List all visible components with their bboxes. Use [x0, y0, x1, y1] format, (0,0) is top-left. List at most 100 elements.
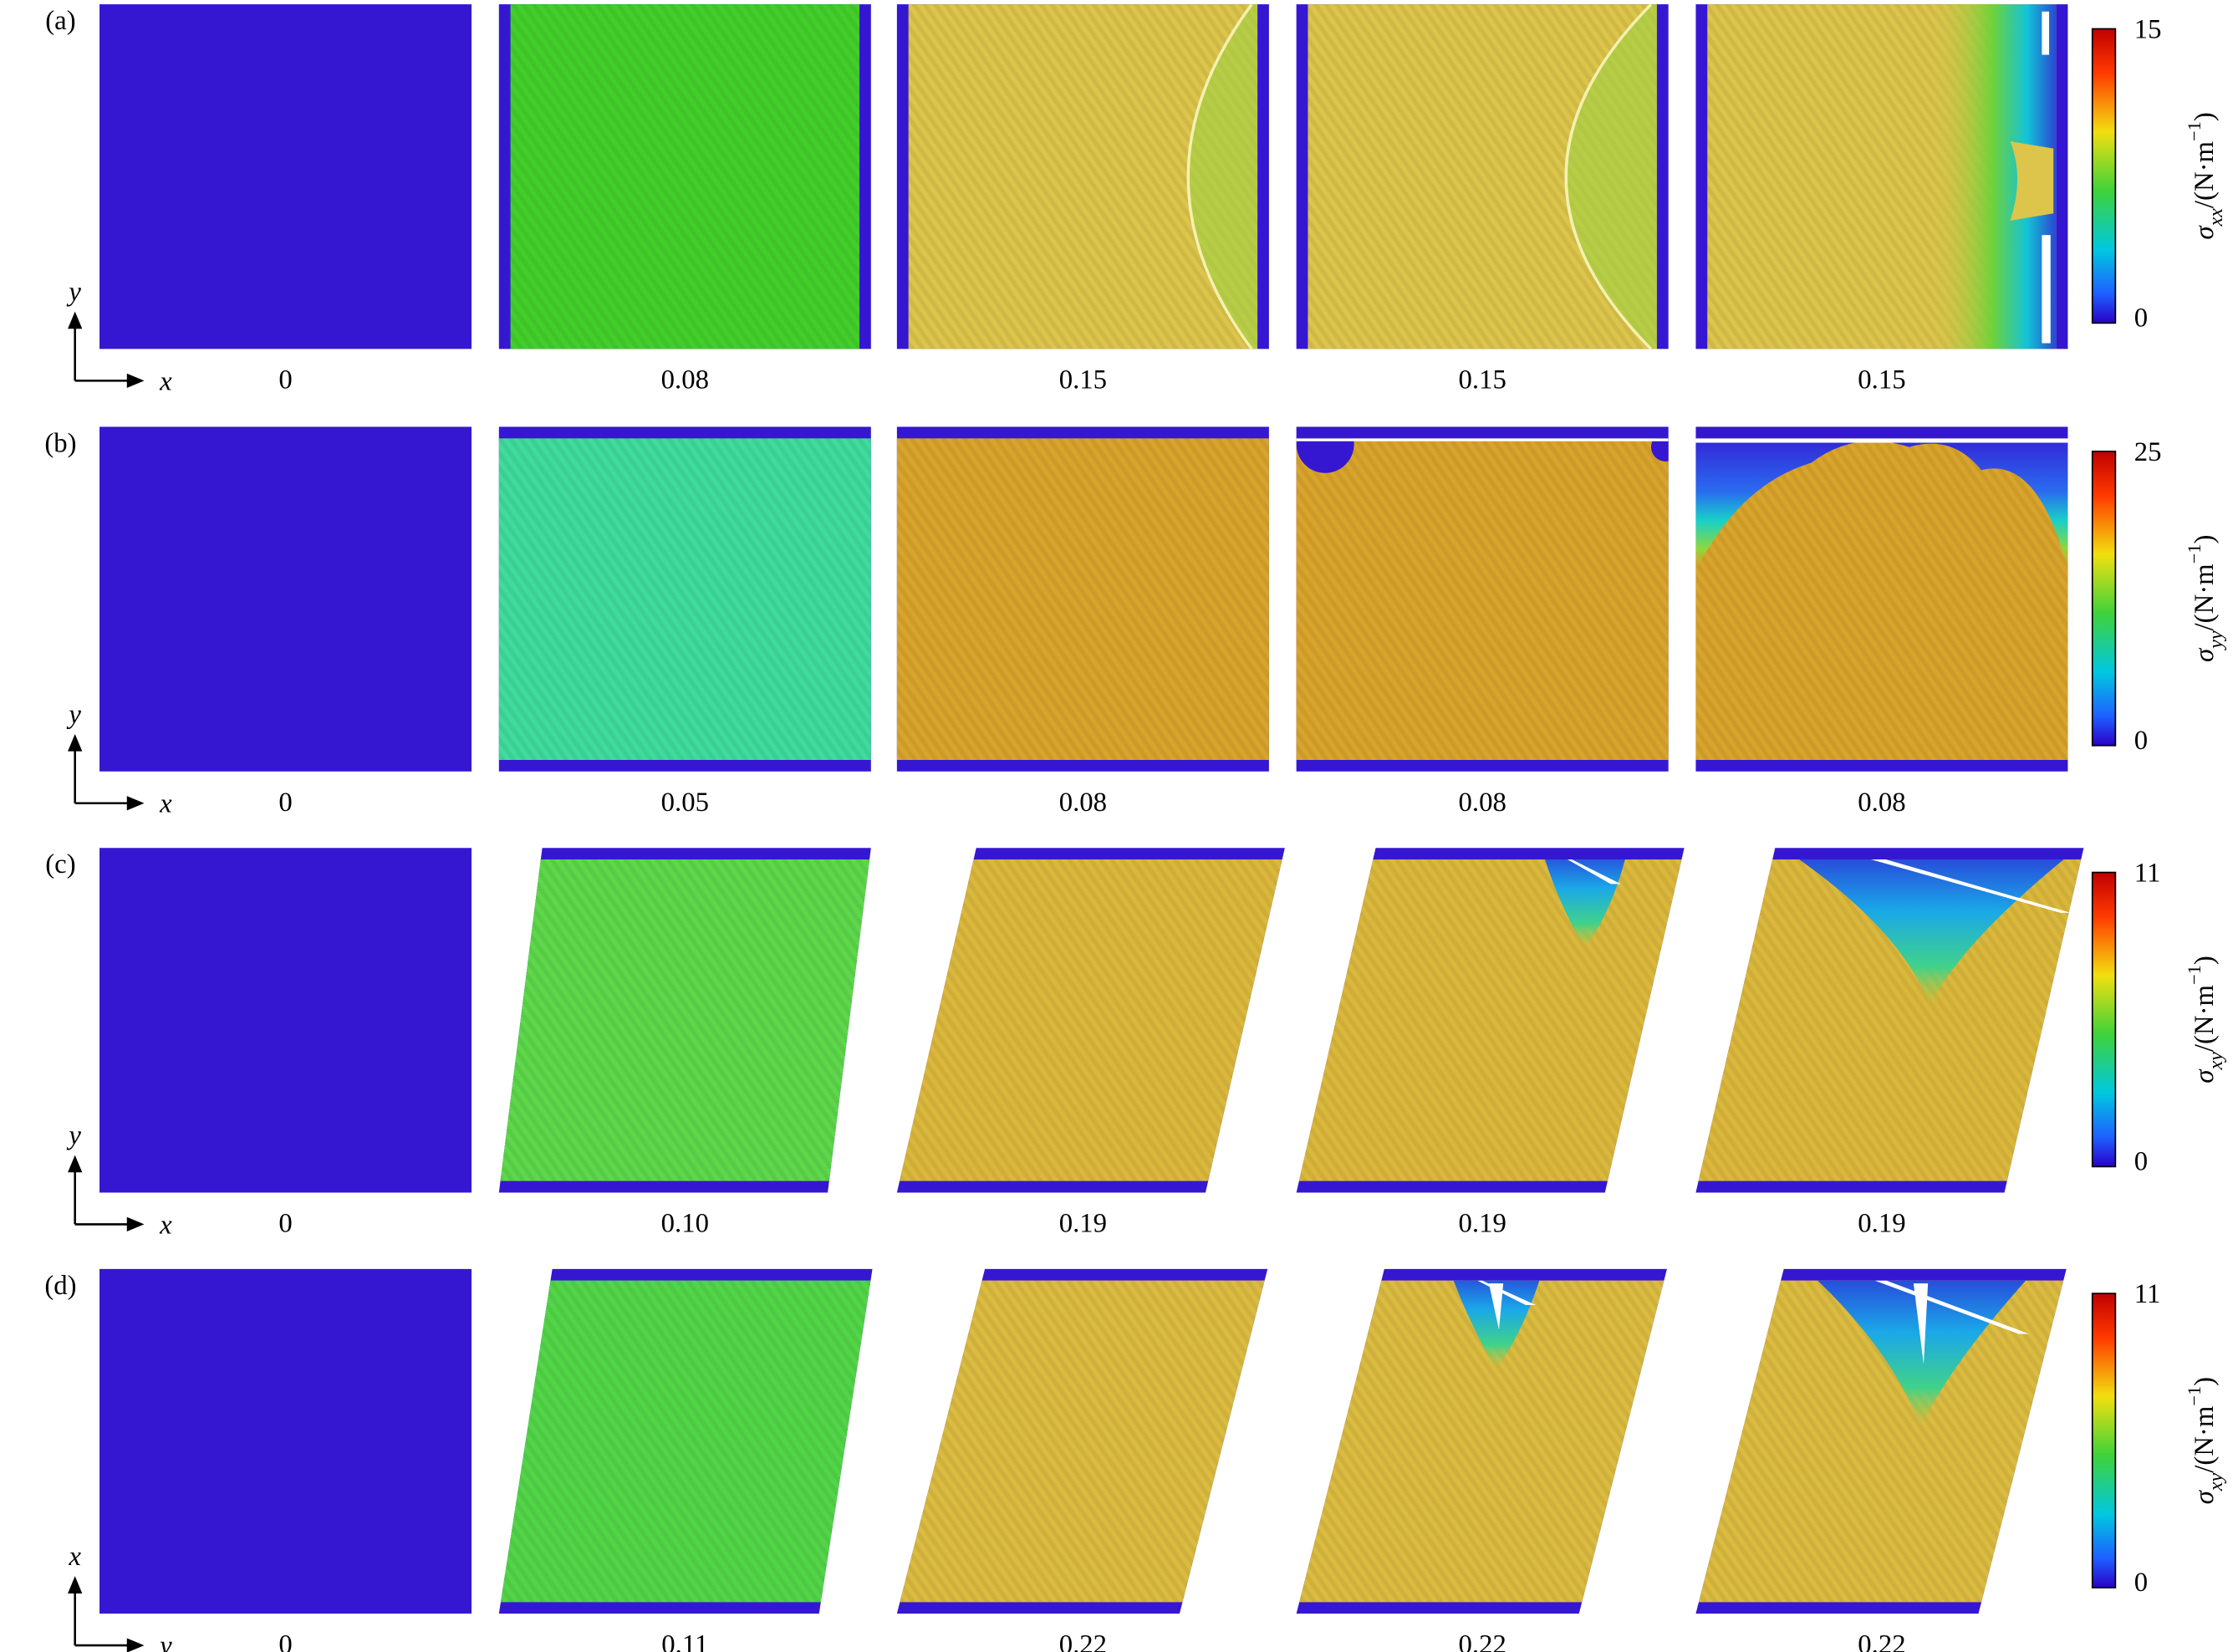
crack	[1695, 438, 2068, 443]
strain-label: 0.22	[1059, 1629, 1107, 1652]
stress-front	[1186, 4, 1253, 349]
panel-frame	[99, 848, 472, 1193]
strain-label: 0	[278, 365, 292, 395]
symbol: σ	[2190, 1489, 2220, 1504]
colorbar-title: σxx/(N·m−1)	[2184, 112, 2227, 239]
panel	[896, 848, 1285, 1193]
panel-frame	[99, 4, 472, 349]
texture	[1695, 438, 2068, 761]
colorbar-min: 0	[2134, 303, 2148, 333]
relaxed-zone	[1695, 438, 2068, 572]
panel-detail	[1299, 1280, 1664, 1603]
colorbar-max: 11	[2134, 859, 2161, 889]
crack	[1871, 859, 2071, 913]
row-label: (a)	[45, 6, 75, 36]
subscript: xy	[2205, 1052, 2227, 1071]
panel	[498, 426, 871, 772]
strain-label: 0.08	[1858, 788, 1905, 818]
axis-letter: y	[66, 700, 81, 730]
crack	[1567, 859, 1621, 885]
strain-label: 0.08	[661, 365, 709, 395]
texture	[498, 438, 871, 761]
stress-front	[1564, 4, 1653, 349]
unit-close: )	[2190, 112, 2220, 121]
strain-label: 0.15	[1059, 365, 1107, 395]
texture	[510, 4, 860, 349]
relaxed-zone	[1449, 1280, 1543, 1370]
strain-label: 0	[278, 788, 292, 818]
panel-detail	[896, 438, 1269, 761]
panel-frame	[99, 1268, 472, 1614]
panel-detail	[900, 1280, 1265, 1603]
texture	[500, 1280, 871, 1603]
strain-label: 0.22	[1458, 1629, 1506, 1652]
panel	[99, 4, 472, 349]
colorbar-max: 11	[2134, 1279, 2161, 1309]
panel-detail	[500, 859, 870, 1181]
strain-label: 0.08	[1458, 788, 1506, 818]
strain-label: 0.15	[1458, 365, 1506, 395]
arrow-head	[126, 1638, 145, 1652]
texture	[908, 4, 1258, 349]
superscript: −1	[2184, 1386, 2205, 1406]
arrow-head	[68, 733, 83, 752]
panel	[99, 1268, 472, 1614]
unit: /(N·m	[2190, 141, 2220, 208]
symbol: σ	[2190, 225, 2220, 240]
panel-detail	[908, 4, 1258, 349]
relaxed-zone	[1296, 438, 1354, 473]
crack	[1913, 1283, 1929, 1364]
strain-label: 0.19	[1858, 1209, 1905, 1239]
panel	[1296, 426, 1669, 772]
symbol: σ	[2190, 1068, 2220, 1083]
texture	[1698, 859, 2082, 1181]
panel-detail	[498, 438, 871, 761]
strain-label: 0.22	[1858, 1629, 1905, 1652]
axis-letter: x	[159, 789, 172, 819]
superscript: −1	[2184, 965, 2205, 985]
texture	[896, 438, 1269, 761]
unit: /(N·m	[2190, 985, 2220, 1052]
crack	[1296, 438, 1669, 441]
strain-label: 0	[278, 1209, 292, 1239]
symbol: σ	[2190, 647, 2220, 662]
colorbar	[2091, 451, 2117, 747]
axis-letter: x	[159, 1210, 172, 1240]
unit-close: )	[2190, 535, 2220, 544]
panel-detail	[1707, 4, 2057, 349]
panel	[1296, 4, 1669, 349]
row-label: (c)	[45, 849, 75, 880]
arrow-head	[126, 1216, 145, 1232]
panel	[99, 426, 472, 772]
colorbar	[2091, 1293, 2117, 1588]
axis-letter: y	[66, 1120, 81, 1150]
row-label: (b)	[44, 428, 76, 458]
subscript: yy	[2205, 630, 2227, 651]
panel-detail	[1698, 1280, 2064, 1603]
relaxed-zone	[1805, 1280, 2037, 1428]
colorbar	[2091, 871, 2117, 1168]
panel	[1695, 426, 2068, 772]
strain-label: 0.19	[1059, 1209, 1107, 1239]
panel	[1296, 848, 1685, 1193]
crack	[1874, 1280, 2029, 1334]
strain-label: 0.08	[1059, 788, 1107, 818]
panel-detail	[1308, 4, 1657, 349]
panel	[1695, 848, 2084, 1193]
axis-letter: y	[66, 277, 81, 307]
relaxed-zone	[1541, 859, 1629, 949]
strain-label: 0.11	[661, 1629, 708, 1652]
panel-detail	[1698, 859, 2082, 1181]
subscript: xx	[2205, 208, 2227, 227]
arrow-head	[126, 796, 145, 811]
colorbar-title: σxy/(N·m−1)	[2184, 956, 2227, 1083]
strain-label: 0	[278, 1629, 292, 1652]
subscript: xy	[2205, 1472, 2227, 1491]
panel	[896, 426, 1269, 772]
strain-label: 0.10	[661, 1209, 709, 1239]
panel-detail	[900, 859, 1282, 1181]
texture	[1308, 4, 1657, 349]
strain-label: 0.05	[661, 788, 709, 818]
panel-frame	[99, 426, 472, 772]
